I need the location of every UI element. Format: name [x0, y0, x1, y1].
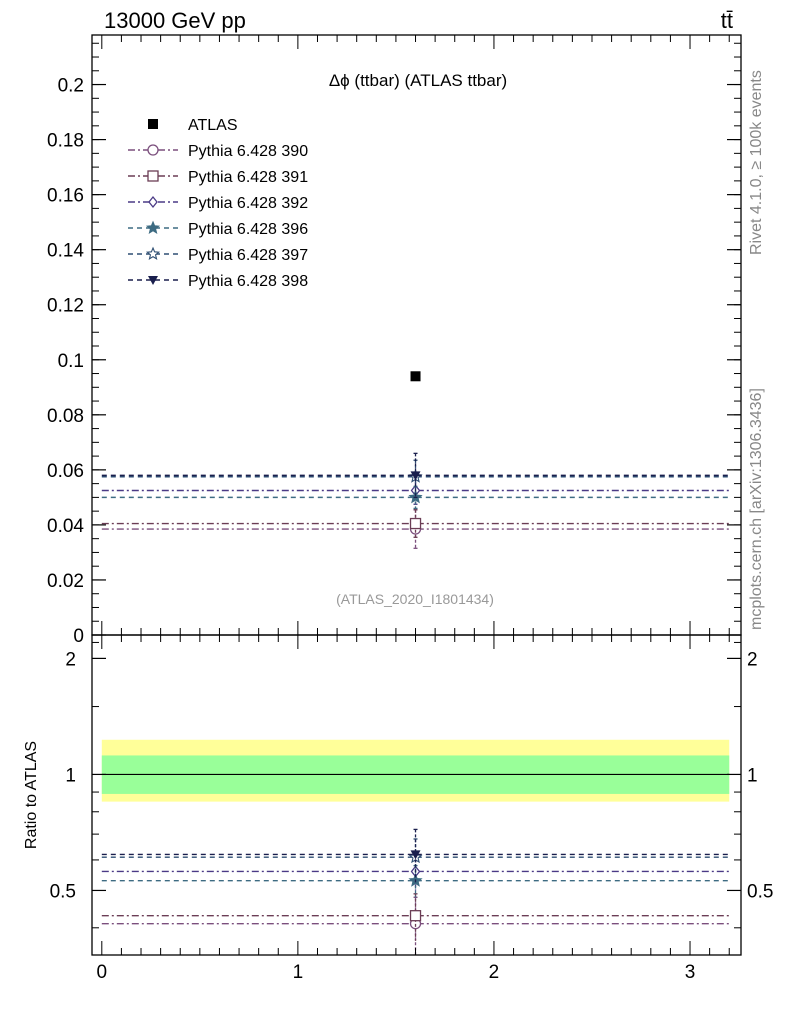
legend-entry: Pythia 6.428 391 — [128, 169, 308, 186]
data-point-atlas — [410, 371, 421, 382]
y-tick-label: 0.02 — [47, 571, 84, 592]
legend-label: ATLAS — [188, 117, 238, 134]
legend-entry: Pythia 6.428 398 — [128, 273, 308, 290]
ratio-y-tick-label: 1 — [65, 765, 76, 786]
legend-label: Pythia 6.428 392 — [188, 195, 308, 212]
ratio-series-group — [101, 828, 730, 955]
header-energy-label: 13000 GeV pp — [104, 8, 246, 33]
legend-entry: Pythia 6.428 392 — [128, 195, 308, 212]
y-tick-label: 0.12 — [47, 296, 84, 317]
legend-label: Pythia 6.428 398 — [188, 273, 308, 290]
analysis-watermark: (ATLAS_2020_I1801434) — [336, 591, 494, 607]
legend-label: Pythia 6.428 391 — [188, 169, 308, 186]
legend-marker — [145, 246, 161, 261]
y-tick-label: 0.1 — [58, 351, 84, 372]
y-tick-label: 0.04 — [47, 516, 84, 537]
mcplots-label: mcplots.cern.ch [arXiv:1306.3436] — [748, 388, 765, 630]
series-6 — [101, 452, 730, 499]
legend-label: Pythia 6.428 390 — [188, 143, 308, 160]
legend-marker — [147, 170, 159, 182]
series-marker — [410, 471, 421, 481]
legend-label: Pythia 6.428 396 — [188, 221, 308, 238]
ratio-y-tick-label: 0.5 — [50, 881, 76, 902]
legend-entry: Pythia 6.428 390 — [128, 143, 308, 160]
legend-entry-data: ATLAS — [148, 117, 238, 134]
legend-marker — [147, 144, 159, 156]
header-process-label: tt̄ — [721, 8, 733, 33]
legend-marker — [148, 276, 158, 285]
y-tick-label: 0.16 — [47, 186, 84, 207]
y-tick-label: 0 — [73, 626, 84, 647]
ratio-y-tick-label-right: 1 — [747, 765, 758, 786]
ratio-ticks: 0.5 0.5 1 1 2 2 — [50, 635, 773, 955]
rivet-label: Rivet 4.1.0, ≥ 100k events — [748, 70, 765, 255]
legend-marker — [145, 220, 161, 235]
ratio-y-tick-label-right: 2 — [747, 649, 758, 670]
x-tick-label: 0 — [97, 962, 108, 983]
legend-label: Pythia 6.428 397 — [188, 247, 308, 264]
legend-entry: Pythia 6.428 396 — [128, 220, 308, 238]
x-axis-tick-labels: 0 1 2 3 — [97, 962, 696, 983]
main-ticks: 0 0.02 0.04 0.06 0.08 0.1 0.12 0.14 0.16 0.18 0.2 — [47, 35, 741, 647]
legend: ATLAS Pythia 6.428 390 Pythia 6.428 391 Pyt… — [128, 117, 308, 290]
ratio-bands — [101, 739, 730, 802]
x-tick-label: 2 — [489, 962, 500, 983]
ratio-panel: 0.5 0.5 1 1 2 2 Ratio to ATLAS — [23, 634, 773, 956]
ratio-y-tick-label: 2 — [65, 649, 76, 670]
series-marker — [409, 517, 422, 530]
ratio-y-axis-label: Ratio to ATLAS — [23, 741, 40, 849]
ratio-series-6 — [101, 828, 730, 884]
ratio-series-2 — [101, 893, 730, 941]
series-2 — [101, 509, 730, 538]
ratio-marker — [409, 910, 422, 922]
y-tick-label: 0.14 — [47, 241, 84, 262]
legend-marker — [148, 119, 158, 129]
x-tick-label: 1 — [293, 962, 304, 983]
main-panel: 00.020.040.060.080.10.120.140.160.180.2 … — [47, 34, 742, 647]
legend-marker — [148, 195, 158, 209]
ratio-frame — [91, 634, 742, 956]
y-tick-label: 0.18 — [47, 131, 84, 152]
y-tick-label: 0.06 — [47, 461, 84, 482]
chart-title: Δϕ (ttbar) (ATLAS ttbar) — [329, 71, 507, 90]
legend-entry: Pythia 6.428 397 — [128, 246, 308, 264]
main-series-group — [101, 371, 730, 549]
x-tick-label: 3 — [685, 962, 696, 983]
y-tick-label: 0.08 — [47, 406, 84, 427]
ratio-y-tick-label-right: 0.5 — [747, 881, 773, 902]
ratio-marker — [410, 850, 421, 860]
y-tick-label: 0.2 — [58, 76, 84, 97]
